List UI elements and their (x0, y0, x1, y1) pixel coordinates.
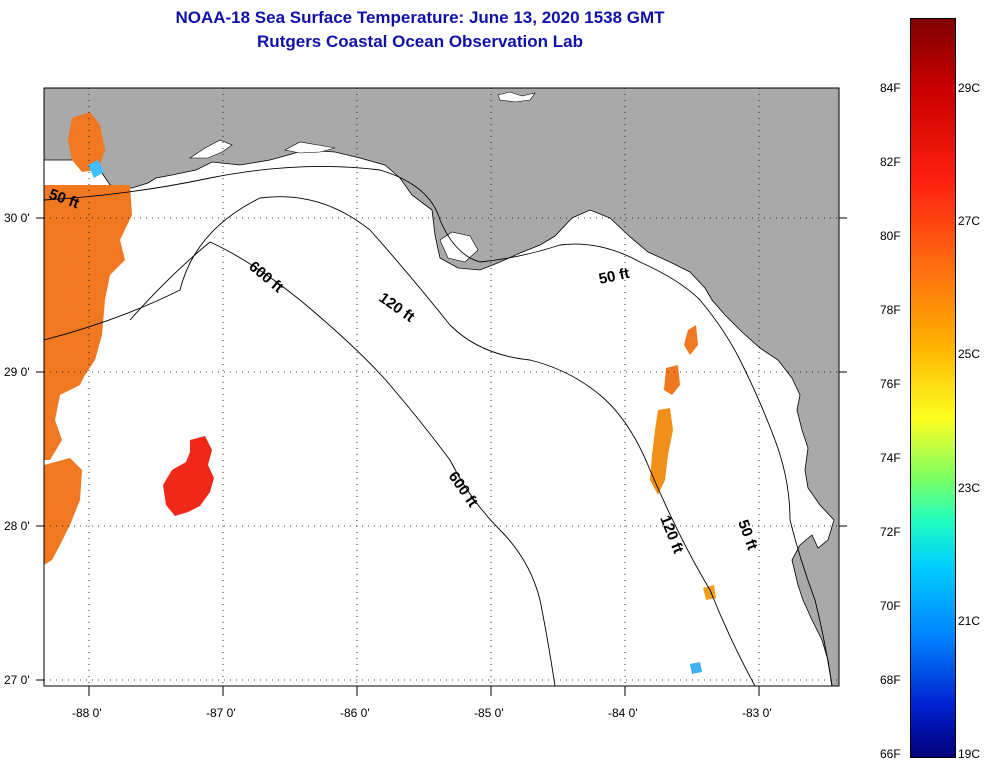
contour-50ft (44, 165, 833, 686)
colorbar-f-76: 76F (880, 377, 901, 391)
inland-water (497, 91, 536, 103)
colorbar-f-70: 70F (880, 599, 901, 613)
sst-warm-streak-east-2 (664, 365, 680, 395)
lon-label-88: -88 0' (72, 706, 102, 720)
colorbar-f-78: 78F (880, 303, 901, 317)
temperature-colorbar (910, 18, 956, 758)
colorbar-c-27: 27C (958, 214, 981, 228)
lon-label-86: -86 0' (340, 706, 370, 720)
lon-label-84: -84 0' (608, 706, 638, 720)
sst-warm-patch-upper (68, 112, 105, 172)
colorbar-f-72: 72F (880, 525, 901, 539)
contour-600ft (129, 241, 556, 686)
colorbar-c-29: 29C (958, 81, 981, 95)
bay-feature-2 (284, 141, 336, 154)
land-mass (44, 88, 839, 686)
colorbar-c-23: 23C (958, 481, 981, 495)
map-frame (43, 87, 840, 687)
sst-warm-streak-east (650, 408, 673, 495)
bay-feature (189, 139, 233, 159)
colorbar-c-19: 19C (958, 747, 981, 761)
sst-cool-spot (88, 160, 104, 178)
sst-hot-patch (163, 436, 214, 516)
lon-label-87: -87 0' (206, 706, 236, 720)
colorbar-c-21: 21C (958, 614, 981, 628)
map-title: NOAA-18 Sea Surface Temperature: June 13… (175, 8, 665, 27)
colorbar-f-82: 82F (880, 155, 901, 169)
bay-feature-3 (439, 231, 479, 263)
colorbar-f-66: 66F (880, 747, 901, 761)
sst-warm-streak-east-3 (684, 325, 698, 355)
lat-label-27: 27 0' (4, 673, 30, 687)
colorbar-f-84: 84F (880, 81, 901, 95)
sst-warm-patch-west (44, 185, 132, 460)
lat-label-29: 29 0' (4, 365, 30, 379)
lat-label-30: 30 0' (4, 211, 30, 225)
lon-label-85: -85 0' (474, 706, 504, 720)
lon-label-83: -83 0' (742, 706, 772, 720)
contour-label-50ft-east: 50 ft (597, 265, 631, 288)
colorbar-f-80: 80F (880, 229, 901, 243)
sst-warm-patch-southwest (44, 458, 82, 565)
colorbar-f-68: 68F (880, 673, 901, 687)
lat-label-28: 28 0' (4, 519, 30, 533)
colorbar-f-74: 74F (880, 451, 901, 465)
map-subtitle: Rutgers Coastal Ocean Observation Lab (257, 32, 583, 51)
sst-small-cool-patch (690, 662, 702, 674)
colorbar-c-25: 25C (958, 347, 981, 361)
